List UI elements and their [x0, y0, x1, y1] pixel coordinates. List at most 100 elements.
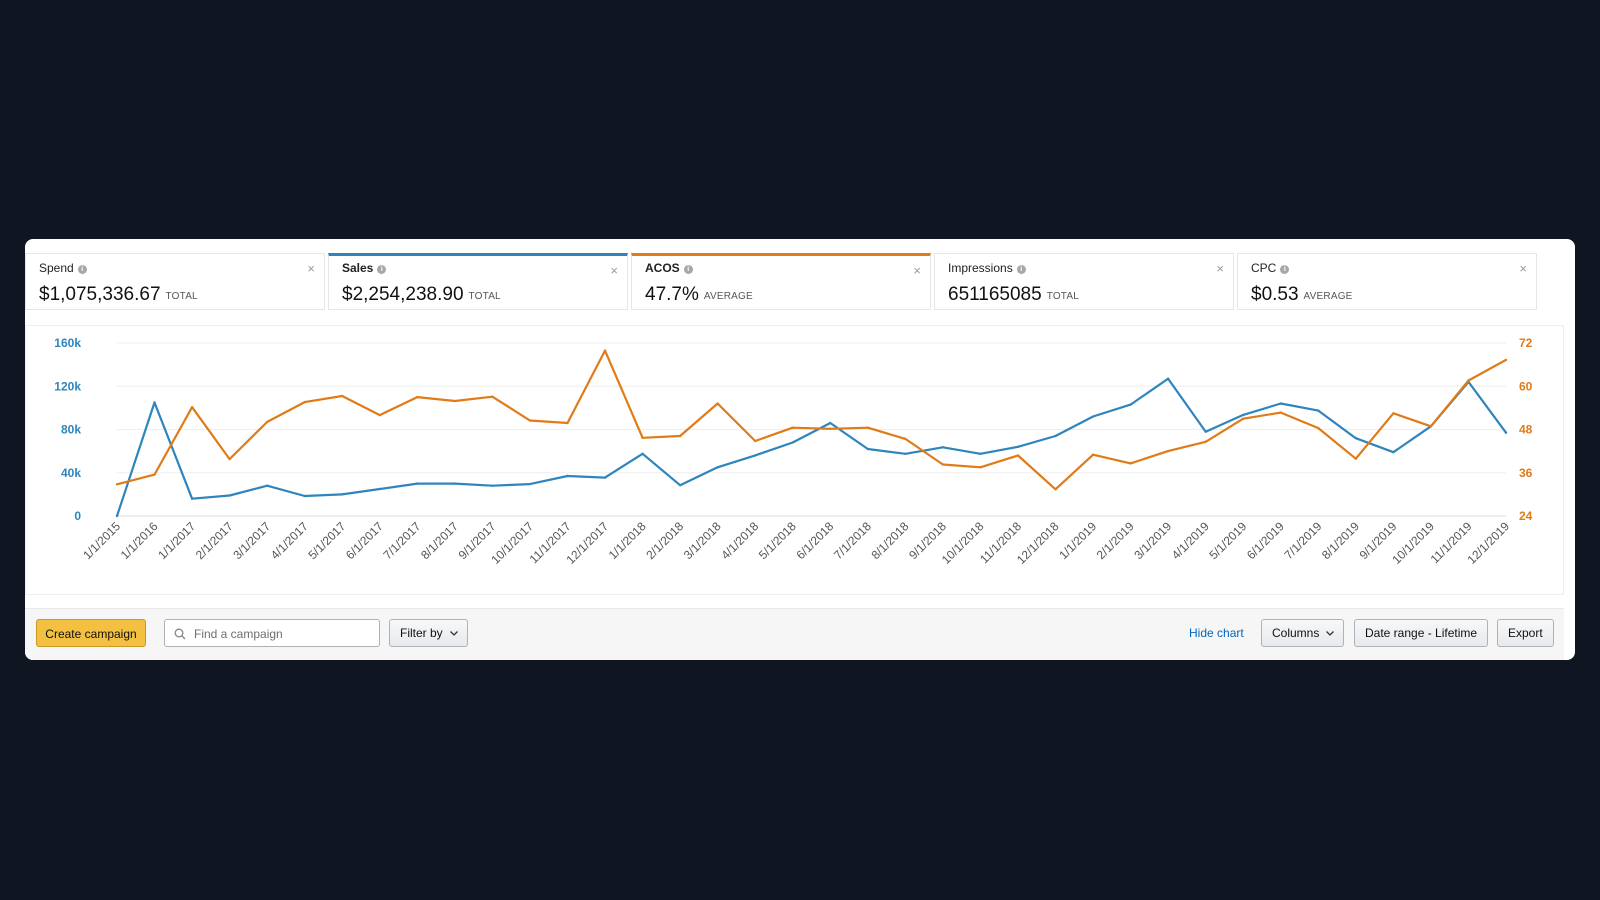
data-point-acos	[603, 349, 607, 352]
data-point-acos	[378, 413, 381, 417]
data-point-acos	[1392, 412, 1395, 415]
data-point-acos	[1504, 358, 1508, 362]
data-point-acos	[491, 395, 494, 398]
data-point-acos	[153, 473, 156, 476]
close-icon[interactable]: ×	[1216, 261, 1224, 276]
data-point-sales	[1054, 434, 1057, 438]
data-point-sales	[1166, 377, 1170, 380]
info-icon[interactable]: i	[1016, 265, 1026, 274]
data-point-acos	[416, 395, 419, 399]
x-tick-label: 7/1/2018	[831, 519, 874, 562]
metric-value: 651165085	[948, 284, 1042, 305]
x-tick-label: 5/1/2017	[305, 519, 348, 562]
y-right-tick-label: 72	[1519, 336, 1533, 350]
data-point-sales	[1242, 413, 1245, 417]
data-point-sales	[1279, 402, 1282, 405]
metric-unit: TOTAL	[468, 291, 501, 302]
date-range-button[interactable]: Date range - Lifetime	[1354, 619, 1488, 647]
data-point-sales	[753, 454, 757, 457]
metric-card-acos[interactable]: ACOS i × 47.7% AVERAGE	[631, 253, 931, 310]
x-tick-label: 5/1/2019	[1206, 519, 1249, 562]
data-point-sales	[1392, 451, 1395, 454]
data-point-acos	[265, 420, 269, 424]
metric-card-sales[interactable]: Sales i × $2,254,238.90 TOTAL	[328, 253, 628, 310]
x-tick-label: 3/1/2017	[230, 519, 273, 562]
filter-by-dropdown[interactable]: Filter by	[389, 619, 468, 647]
y-right-tick-label: 36	[1519, 466, 1533, 480]
search-input[interactable]	[192, 624, 376, 644]
data-point-acos	[1091, 453, 1095, 456]
y-left-tick-label: 160k	[54, 336, 81, 350]
data-point-sales	[941, 446, 945, 449]
data-point-sales	[829, 421, 832, 425]
x-tick-label: 8/1/2019	[1319, 519, 1362, 562]
data-point-sales	[491, 484, 494, 487]
x-tick-label: 7/1/2019	[1281, 519, 1324, 562]
x-tick-label: 5/1/2018	[756, 519, 799, 562]
data-point-sales	[566, 474, 569, 478]
data-point-acos	[528, 419, 532, 422]
chevron-down-icon	[1326, 631, 1335, 636]
columns-dropdown[interactable]: Columns	[1261, 619, 1344, 647]
data-point-acos	[716, 402, 719, 405]
data-point-acos	[829, 427, 832, 430]
chevron-down-icon	[449, 631, 458, 636]
hide-chart-link[interactable]: Hide chart	[1189, 626, 1244, 640]
metric-label: CPC	[1251, 261, 1277, 275]
metric-unit: TOTAL	[1046, 291, 1080, 302]
data-point-sales	[603, 476, 607, 479]
info-icon[interactable]: i	[77, 265, 87, 274]
metric-label: Spend	[39, 261, 74, 275]
campaign-search[interactable]	[164, 619, 380, 647]
metric-value: 47.7%	[645, 284, 699, 305]
data-point-acos	[115, 483, 119, 486]
data-point-acos	[1429, 425, 1433, 428]
data-point-acos	[228, 457, 231, 461]
data-point-acos	[941, 463, 945, 466]
data-point-acos	[904, 437, 907, 441]
data-point-acos	[341, 394, 344, 398]
export-button[interactable]: Export	[1497, 619, 1554, 647]
data-point-sales	[153, 401, 156, 404]
close-icon[interactable]: ×	[1519, 261, 1527, 276]
data-point-acos	[1166, 449, 1170, 453]
metric-label: Sales	[342, 261, 374, 275]
data-point-acos	[791, 426, 794, 429]
data-point-sales	[1317, 409, 1320, 412]
data-point-acos	[190, 405, 194, 409]
data-point-acos	[1467, 379, 1470, 382]
close-icon[interactable]: ×	[307, 261, 315, 276]
metric-card-cpc[interactable]: CPC i × $0.53 AVERAGE	[1237, 253, 1537, 310]
x-tick-label: 4/1/2017	[268, 519, 311, 562]
data-point-sales	[228, 494, 231, 497]
y-left-tick-label: 40k	[61, 466, 81, 480]
metric-value: $1,075,336.67	[39, 284, 161, 305]
data-point-sales	[904, 452, 907, 456]
close-icon[interactable]: ×	[610, 263, 618, 278]
x-tick-label: 2/1/2017	[193, 519, 236, 562]
create-campaign-button[interactable]: Create campaign	[36, 619, 146, 647]
metric-card-spend[interactable]: Spend i × $1,075,336.67 TOTAL	[25, 253, 325, 310]
info-icon[interactable]: i	[683, 265, 693, 274]
metric-card-impressions[interactable]: Impressions i × 651165085 TOTAL	[934, 253, 1234, 310]
info-icon[interactable]: i	[377, 265, 387, 274]
x-tick-label: 1/1/2019	[1056, 519, 1099, 562]
performance-chart: 0 24 40k 36 80k 48 120k 60 160k 72 1/1/2015 1/1/201…	[25, 325, 1564, 595]
search-icon	[174, 628, 186, 640]
data-point-sales	[979, 452, 982, 456]
info-icon[interactable]: i	[1280, 265, 1290, 274]
data-point-sales	[265, 484, 269, 487]
data-point-acos	[753, 439, 757, 443]
x-tick-label: 12/1/2019	[1464, 519, 1512, 567]
data-point-acos	[1204, 440, 1207, 443]
data-point-acos	[1054, 488, 1057, 491]
x-tick-label: 1/1/2017	[155, 519, 198, 562]
metric-unit: AVERAGE	[1303, 291, 1353, 302]
y-left-tick-label: 0	[74, 509, 81, 523]
x-tick-label: 1/1/2016	[118, 519, 161, 562]
close-icon[interactable]: ×	[913, 263, 921, 278]
data-point-sales	[678, 483, 682, 487]
x-tick-label: 8/1/2018	[869, 519, 912, 562]
data-point-sales	[453, 482, 457, 485]
